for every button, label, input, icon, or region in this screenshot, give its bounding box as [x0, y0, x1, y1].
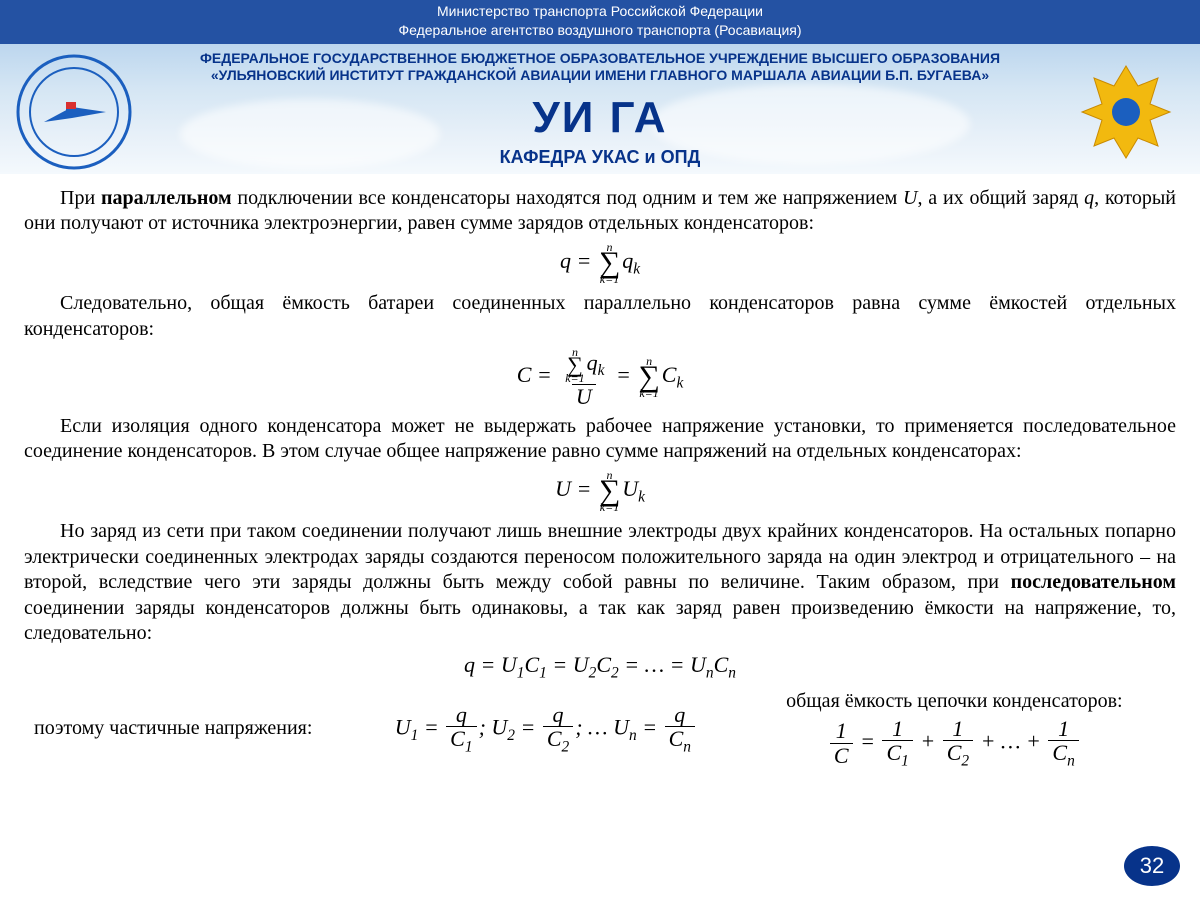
department-line: КАФЕДРА УКАС и ОПД	[180, 147, 1020, 168]
federal-emblem-icon	[1066, 52, 1186, 172]
pu2: U	[491, 714, 507, 739]
paragraph-1: При параллельном подключении все конденс…	[24, 186, 1176, 237]
pnn: q	[670, 703, 689, 726]
eq3-lhs: U	[555, 476, 571, 501]
p4-bold: последовательном	[1011, 571, 1176, 593]
pds1: 1	[465, 738, 473, 755]
p1-b: подключении все конденсаторы находятся п…	[232, 187, 903, 209]
paragraph-2: Следовательно, общая ёмкость батареи сое…	[24, 291, 1176, 342]
p4-a1: Но заряд из сети при таком соединении по…	[24, 520, 1176, 593]
eq4-subn1: n	[706, 664, 714, 681]
institution-line-2: «УЛЬЯНОВСКИЙ ИНСТИТУТ ГРАЖДАНСКОЙ АВИАЦИ…	[180, 67, 1020, 85]
eq3-sub: k	[638, 488, 645, 505]
equation-partial: U1 = qC1; U2 = qC2; … Un = qCn	[349, 703, 743, 756]
psn: n	[629, 727, 637, 744]
trd1: C	[886, 740, 901, 765]
trn2: 1	[948, 717, 967, 740]
trs2: 2	[961, 752, 969, 769]
equation-3: U = n ∑ k=1 Uk	[24, 469, 1176, 513]
trsn: n	[1067, 752, 1075, 769]
tld: C	[830, 743, 853, 767]
sum-symbol-2a: n ∑ k=1	[565, 346, 584, 384]
total-capacity-block: общая ёмкость цепочки конденсаторов: 1C …	[743, 689, 1166, 769]
tln: 1	[832, 719, 851, 742]
page-number: 32	[1140, 853, 1164, 879]
equation-1: q = n ∑ k=1 qk	[24, 241, 1176, 285]
eq2-den: U	[572, 384, 596, 408]
pdn: C	[669, 726, 684, 751]
eq2-lhs: C	[517, 362, 532, 387]
trs1: 1	[901, 752, 909, 769]
eq1-term: q	[622, 248, 633, 273]
equation-4: q = U1C1 = U2C2 = … = UnCn	[24, 651, 1176, 683]
sum-symbol-3: n ∑ k=1	[599, 469, 620, 513]
pd2: C	[547, 726, 562, 751]
p1-a: При	[60, 187, 101, 209]
trnn: 1	[1054, 717, 1073, 740]
eq2-term: C	[662, 362, 677, 387]
eq1-sub: k	[633, 260, 640, 277]
pd1: C	[450, 726, 465, 751]
header-band: ФЕДЕРАЛЬНОЕ ГОСУДАРСТВЕННОЕ БЮДЖЕТНОЕ ОБ…	[0, 44, 1200, 174]
p4-a2: соединении заряды конденсаторов должны б…	[24, 597, 1176, 645]
content-area: При параллельном подключении все конденс…	[0, 174, 1200, 770]
eq2-num-term: q	[587, 350, 598, 375]
ministry-strip: Министерство транспорта Российской Федер…	[0, 0, 1200, 44]
eq2-num-sub: k	[598, 362, 605, 379]
eq4-subn2: n	[728, 664, 736, 681]
p1-c: , а их общий заряд	[918, 187, 1085, 209]
page-number-badge: 32	[1124, 846, 1180, 886]
institute-seal-icon	[14, 52, 134, 172]
paragraph-4: Но заряд из сети при таком соединении по…	[24, 519, 1176, 647]
pdsn: n	[683, 738, 691, 755]
ps2: 2	[507, 727, 515, 744]
ps1: 1	[411, 727, 419, 744]
institute-abbr: УИ ГА	[180, 93, 1020, 143]
pun: U	[613, 714, 629, 739]
header-center: ФЕДЕРАЛЬНОЕ ГОСУДАРСТВЕННОЕ БЮДЖЕТНОЕ ОБ…	[180, 50, 1020, 168]
ministry-line-1: Министерство транспорта Российской Федер…	[0, 2, 1200, 21]
p1-bold: параллельном	[101, 187, 232, 209]
sum3-lower: k=1	[600, 501, 619, 513]
sum-symbol-2b: n ∑ k=1	[638, 355, 659, 399]
pu1: U	[395, 714, 411, 739]
eq1-lhs: q	[560, 248, 571, 273]
paragraph-3: Если изоляция одного конденсатора может …	[24, 414, 1176, 465]
trn1: 1	[888, 717, 907, 740]
bottom-row: поэтому частичные напряжения: U1 = qC1; …	[24, 689, 1176, 769]
eq4-c: C	[714, 652, 729, 677]
eq2-frac: n ∑ k=1 qk U	[559, 346, 608, 408]
sum1-lower: k=1	[600, 273, 619, 285]
institution-line-1: ФЕДЕРАЛЬНОЕ ГОСУДАРСТВЕННОЕ БЮДЖЕТНОЕ ОБ…	[180, 50, 1020, 68]
trdn: C	[1052, 740, 1067, 765]
trd2: C	[947, 740, 962, 765]
eq2-sub: k	[676, 374, 683, 391]
pds2: 2	[562, 738, 570, 755]
equation-total: 1C = 1C1 + 1C2 + … + 1Cn	[828, 717, 1081, 770]
equation-2: C = n ∑ k=1 qk U = n ∑ k=1 Ck	[24, 346, 1176, 408]
sum2b-lower: k=1	[639, 387, 658, 399]
eq3-term: U	[622, 476, 638, 501]
pn1: q	[452, 703, 471, 726]
pn2: q	[549, 703, 568, 726]
sum-symbol-1: n ∑ k=1	[599, 241, 620, 285]
sum2a-lower: k=1	[565, 372, 584, 384]
total-label: общая ёмкость цепочки конденсаторов:	[786, 689, 1122, 715]
partial-label: поэтому частичные напряжения:	[34, 716, 349, 742]
ministry-line-2: Федеральное агентство воздушного транспо…	[0, 21, 1200, 40]
